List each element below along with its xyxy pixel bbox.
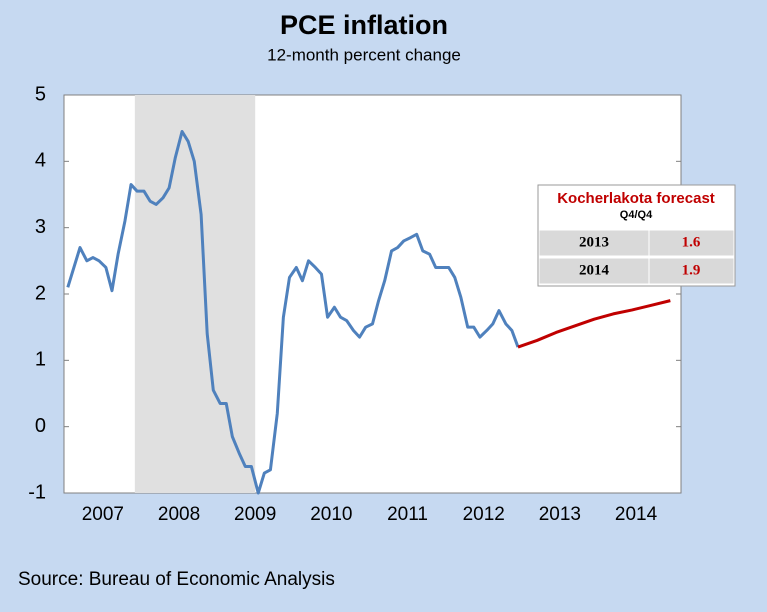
table-value: 1.9 [682,262,701,278]
y-tick-label: 3 [35,216,46,238]
source-note: Source: Bureau of Economic Analysis [18,569,335,590]
recession-shade [134,95,256,493]
table-year: 2013 [579,234,609,250]
table-cell [538,229,650,257]
x-tick-label: 2013 [539,504,581,525]
table-subtitle: Q4/Q4 [620,209,653,221]
x-tick-label: 2008 [158,504,200,525]
y-tick-label: 0 [35,415,46,437]
y-tick-label: -1 [28,481,46,503]
y-tick-label: 4 [35,150,46,172]
data-line [517,299,671,349]
y-tick-label: 1 [35,349,46,371]
plot-layer [64,94,681,495]
x-tick-label: 2007 [82,504,124,525]
y-tick-label: 5 [35,83,46,105]
table-year: 2014 [579,262,610,278]
table-title: Kocherlakota forecast [557,190,715,207]
chart-title: PCE inflation [280,10,448,40]
table-cell [648,257,735,285]
x-tick-label: 2009 [234,504,276,525]
chart-subtitle: 12-month percent change [267,45,461,64]
table-value: 1.6 [682,234,701,250]
table-cell [648,229,735,257]
table-cell [538,257,650,285]
y-tick-label: 2 [35,282,46,304]
forecast-table: Kocherlakota forecast Q4/Q4 2013 1.6 201… [537,184,736,287]
x-tick-label: 2010 [310,504,352,525]
data-line [66,129,520,495]
x-tick-label: 2014 [615,504,658,525]
x-tick-label: 2011 [387,504,428,525]
x-tick-label: 2012 [463,504,505,525]
